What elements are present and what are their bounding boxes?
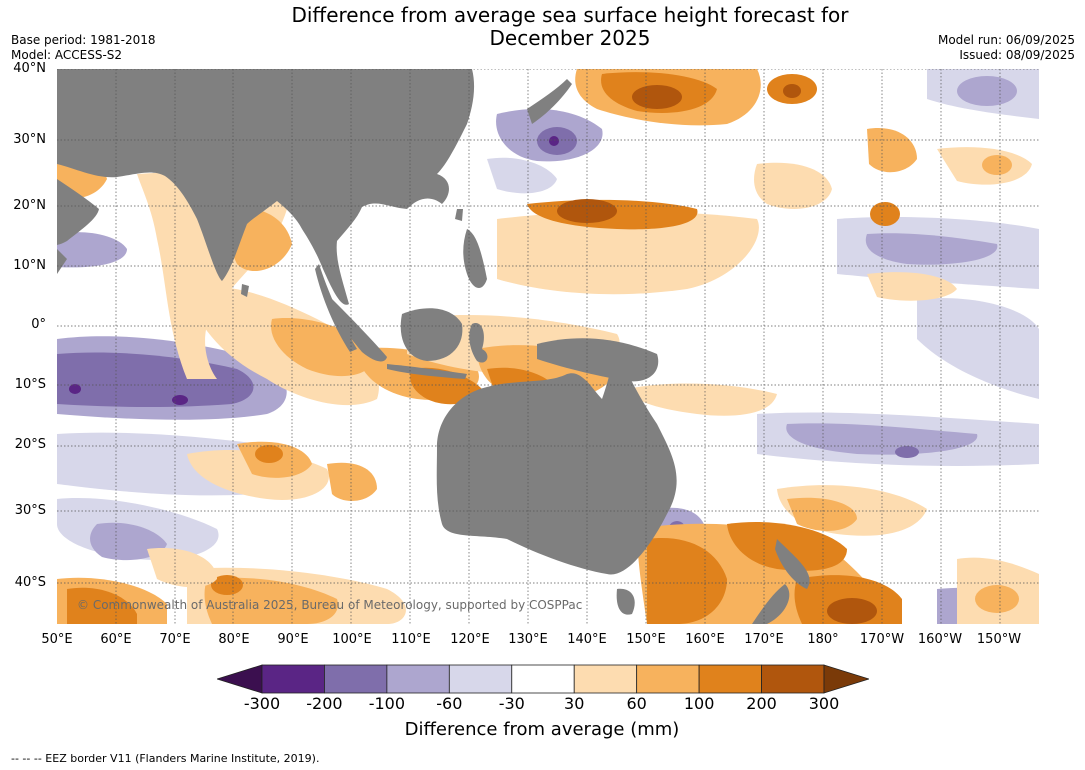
colorbar-extend-high — [823, 664, 869, 694]
borneo-island — [400, 308, 463, 361]
arabia-landmass — [57, 179, 99, 245]
colorbar-segment — [386, 664, 450, 694]
colorbar-tick-label: -60 — [436, 694, 463, 713]
lat-label-30s: 30°S — [14, 503, 46, 518]
new-zealand-north — [775, 539, 810, 589]
lon-label-160w: 160°W — [917, 632, 963, 647]
java-island — [387, 364, 467, 379]
colorbar-tick-label: 300 — [808, 694, 840, 713]
sea-height-map — [57, 69, 1039, 624]
colorbar-title: Difference from average (mm) — [404, 719, 680, 740]
lon-label-150e: 150°E — [626, 632, 666, 647]
colorbar-segment — [636, 664, 700, 694]
colorbar-segment — [573, 664, 638, 694]
colorbar-tick-label: 100 — [683, 694, 715, 713]
lat-label-20n: 20°N — [13, 198, 46, 213]
colorbar-segment — [261, 664, 325, 694]
lon-label-90e: 90°E — [277, 632, 309, 647]
lon-label-160e: 160°E — [685, 632, 725, 647]
lon-label-80e: 80°E — [218, 632, 250, 647]
meta-right: Model run: 06/09/2025 Issued: 08/09/2025 — [938, 33, 1075, 63]
new-zealand-south — [752, 584, 790, 624]
lon-label-60e: 60°E — [100, 632, 132, 647]
colorbar-tick-label: 200 — [746, 694, 777, 713]
lon-label-110e: 110°E — [391, 632, 431, 647]
title-line-2: December 2025 — [489, 26, 651, 50]
colorbar-extend-low — [217, 664, 263, 694]
asia-landmass — [57, 69, 475, 305]
lat-label-20s: 20°S — [14, 437, 46, 452]
graticule — [57, 69, 1039, 624]
lat-label-40n: 40°N — [13, 61, 46, 76]
africa-horn — [57, 249, 67, 274]
base-period: Base period: 1981-2018 — [11, 33, 156, 47]
lon-label-150w: 150°W — [976, 632, 1022, 647]
sumatra-island — [325, 294, 387, 362]
colorbar-tick-label: -100 — [368, 694, 406, 713]
colorbar-tick-label: -300 — [243, 694, 281, 713]
colorbar-tick-label: 30 — [564, 694, 585, 713]
taiwan-island — [455, 209, 463, 221]
australia-landmass — [436, 349, 677, 575]
model-name: Model: ACCESS-S2 — [11, 48, 123, 62]
lon-label-140e: 140°E — [567, 632, 607, 647]
colorbar-segment — [324, 664, 388, 694]
lon-label-50e: 50°E — [41, 632, 73, 647]
lon-label-70e: 70°E — [159, 632, 191, 647]
colorbar-segment — [448, 664, 513, 694]
meta-left: Base period: 1981-2018 Model: ACCESS-S2 — [11, 33, 156, 63]
new-guinea-island — [537, 338, 659, 382]
sri-lanka-island — [241, 284, 249, 297]
lat-label-10n: 10°N — [13, 258, 46, 273]
copyright-notice: © Commonwealth of Australia 2025, Bureau… — [77, 598, 583, 612]
colorbar-tick-label: -30 — [498, 694, 525, 713]
tasmania-island — [616, 588, 635, 615]
colorbar — [217, 664, 869, 694]
lat-label-10s: 10°S — [14, 377, 46, 392]
chart-title: Difference from average sea surface heig… — [200, 4, 940, 50]
lat-label-40s: 40°S — [14, 575, 46, 590]
colorbar-segment — [698, 664, 762, 694]
lon-label-180: 180° — [807, 632, 839, 647]
colorbar-tick-label: -200 — [306, 694, 343, 713]
landmasses — [57, 69, 810, 624]
lat-label-0: 0° — [31, 317, 46, 332]
positive-anomaly-areas — [57, 69, 1039, 624]
japan-islands — [527, 79, 572, 124]
lat-label-30n: 30°N — [13, 132, 46, 147]
issued-date: Issued: 08/09/2025 — [959, 48, 1075, 62]
model-run: Model run: 06/09/2025 — [937, 33, 1075, 47]
colorbar-segment — [511, 664, 575, 694]
eez-footnote: -- -- -- EEZ border V11 (Flanders Marine… — [11, 752, 320, 765]
lon-label-170w: 170°W — [859, 632, 905, 647]
title-line-1: Difference from average sea surface heig… — [291, 3, 849, 27]
colorbar-tick-label: 60 — [626, 694, 647, 713]
lon-label-100e: 100°E — [332, 632, 372, 647]
colorbar-segment — [761, 664, 825, 694]
sulawesi-island — [469, 323, 488, 363]
lon-label-120e: 120°E — [450, 632, 490, 647]
lon-label-170e: 170°E — [744, 632, 784, 647]
lon-label-130e: 130°E — [508, 632, 548, 647]
